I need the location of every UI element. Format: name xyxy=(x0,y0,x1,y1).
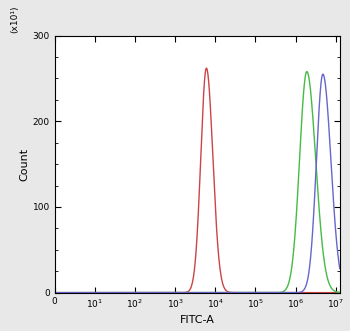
X-axis label: FITC-A: FITC-A xyxy=(180,315,215,325)
Y-axis label: Count: Count xyxy=(20,148,30,181)
Text: (x10¹): (x10¹) xyxy=(10,6,19,33)
